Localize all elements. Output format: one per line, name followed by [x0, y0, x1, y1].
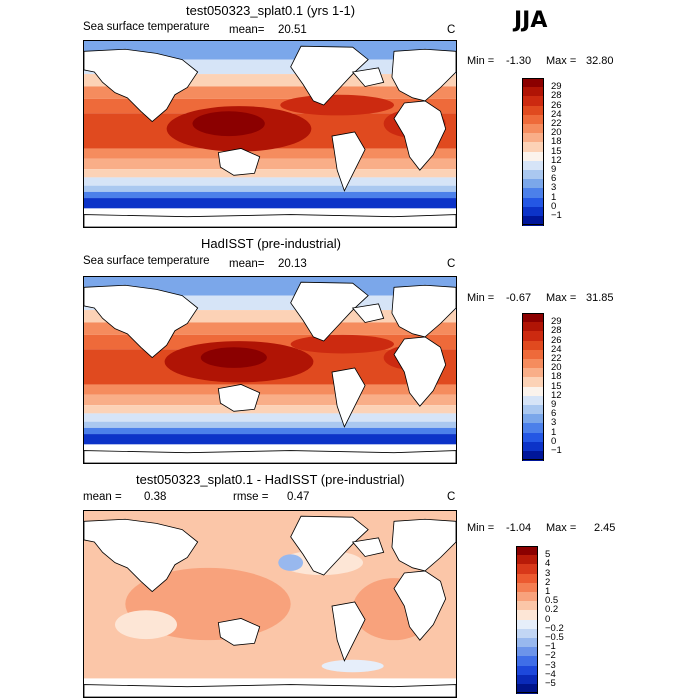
panel1-title: test050323_splat0.1 (yrs 1-1)	[186, 3, 356, 18]
panel3-mean-value: 0.38	[144, 491, 167, 503]
colorbar-tick-label: 0.2	[545, 604, 559, 616]
panel2-min-value: -0.67	[506, 292, 532, 304]
colorbar-tick-label: 20	[551, 127, 562, 139]
colorbar-tick-label: −5	[545, 678, 556, 689]
panel3-mean-label: mean =	[83, 491, 122, 503]
colorbar-tick-label: −1	[551, 210, 562, 221]
colorbar-tick-label: 18	[551, 136, 562, 148]
colorbar-frame	[522, 313, 544, 461]
panel1-max-value: 32.80	[586, 55, 614, 67]
panel1-max-label: Max =	[546, 55, 577, 67]
panel3-max-value: 2.45	[594, 522, 616, 534]
panel2-map	[83, 276, 457, 464]
colorbar-tick-label: 6	[551, 173, 557, 185]
colorbar-tick-label: 3	[545, 567, 551, 579]
panel2-units: C	[447, 258, 456, 270]
colorbar-tick-label: 29	[551, 316, 562, 328]
colorbar-tick-label: 12	[551, 154, 562, 166]
panel2-sst-field	[84, 277, 456, 463]
panel1-units: C	[447, 24, 456, 36]
colorbar-tick-label: −0.2	[545, 622, 564, 634]
colorbar-tick-label: 29	[551, 81, 562, 93]
colorbar-tick-label: −0.5	[545, 632, 564, 643]
panel3-min-value: -1.04	[506, 522, 532, 534]
panel3-min-label: Min =	[467, 522, 495, 534]
colorbar-tick-label: 3	[551, 182, 557, 194]
panel3-units: C	[447, 491, 456, 503]
colorbar-tick-label: 1	[545, 586, 551, 597]
colorbar-tick-label: −1	[545, 641, 556, 653]
colorbar-tick-label: 9	[551, 164, 557, 175]
colorbar-tick-label: 4	[545, 558, 551, 570]
colorbar-tick-label: 24	[551, 343, 562, 355]
colorbar-tick-label: 9	[551, 399, 557, 410]
colorbar-tick-label: 0.5	[545, 595, 559, 607]
panel3-map	[83, 510, 457, 698]
colorbar-tick-label: 26	[551, 334, 562, 346]
colorbar-tick-label: 6	[551, 408, 557, 420]
season-label: JJA	[514, 8, 548, 33]
colorbar-frame	[522, 78, 544, 226]
panel1-mean-label: mean=	[229, 24, 265, 36]
panel1-sst-field	[84, 41, 456, 227]
colorbar-tick-label: 1	[551, 191, 557, 203]
colorbar-tick-label: 22	[551, 353, 562, 364]
panel1-min-label: Min =	[467, 55, 495, 67]
colorbar-tick-label: 18	[551, 371, 562, 383]
colorbar-tick-label: 1	[551, 426, 557, 438]
panel1-map	[83, 40, 457, 228]
colorbar-tick-label: 0	[551, 200, 557, 212]
panel2-max-label: Max =	[546, 292, 577, 304]
panel3-title: test050323_splat0.1 - HadISST (pre-indus…	[136, 472, 405, 487]
panel3-max-label: Max =	[546, 522, 577, 534]
colorbar-tick-label: 24	[551, 108, 562, 120]
colorbar-tick-label: 22	[551, 118, 562, 129]
colorbar-tick-label: 28	[551, 90, 562, 102]
panel3-rmse-value: 0.47	[287, 491, 310, 503]
panel1-min-value: -1.30	[506, 55, 532, 67]
panel2-variable: Sea surface temperature	[83, 255, 210, 267]
panel2-mean-value: 20.13	[278, 258, 307, 270]
colorbar-tick-label: 3	[551, 417, 557, 429]
colorbar-tick-label: 0	[545, 613, 551, 625]
panel3-difference-field	[84, 511, 456, 697]
panel1-mean-value: 20.51	[278, 24, 307, 36]
colorbar-tick-label: 2	[545, 576, 551, 588]
panel2-max-value: 31.85	[586, 292, 614, 304]
panel3-rmse-label: rmse =	[233, 491, 269, 503]
panel2-min-label: Min =	[467, 292, 495, 304]
colorbar-tick-label: 0	[551, 435, 557, 447]
colorbar-tick-label: 15	[551, 145, 562, 157]
colorbar-frame	[516, 546, 538, 694]
panel2-title: HadISST (pre-industrial)	[201, 236, 341, 251]
colorbar-tick-label: −4	[545, 668, 556, 680]
colorbar-tick-label: 26	[551, 99, 562, 111]
colorbar-tick-label: −3	[545, 659, 556, 671]
colorbar-tick-label: −2	[545, 650, 556, 662]
colorbar-tick-label: 5	[545, 549, 551, 561]
panel2-mean-label: mean=	[229, 258, 265, 270]
panel1-variable: Sea surface temperature	[83, 21, 210, 33]
colorbar-tick-label: 12	[551, 389, 562, 401]
colorbar-tick-label: 28	[551, 325, 562, 337]
colorbar-tick-label: 15	[551, 380, 562, 392]
colorbar-tick-label: 20	[551, 362, 562, 374]
colorbar-tick-label: −1	[551, 445, 562, 456]
